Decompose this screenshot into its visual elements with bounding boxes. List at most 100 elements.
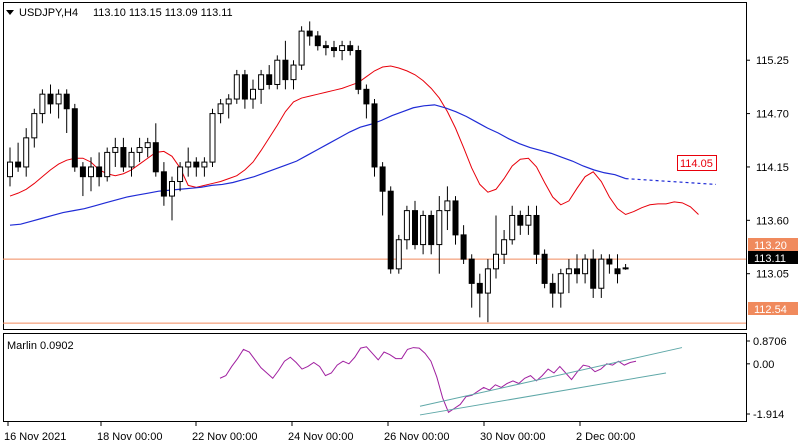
candle-body (501, 239, 508, 255)
candle-body (395, 239, 402, 270)
dropdown-triangle-icon[interactable] (6, 10, 14, 15)
candle-body (574, 268, 580, 275)
candle-body (274, 59, 281, 85)
lower-level-tag: 112.54 (754, 304, 787, 316)
candle-body (233, 74, 240, 100)
candle (541, 249, 548, 289)
candle (241, 69, 248, 109)
candle (468, 254, 475, 308)
candle-body (557, 273, 564, 294)
candle-body (177, 166, 184, 183)
candle (452, 196, 459, 245)
candle (387, 186, 394, 274)
candle-body (444, 200, 451, 212)
candle (63, 89, 70, 133)
candle (501, 230, 508, 264)
candle (549, 273, 556, 308)
candle (136, 137, 143, 163)
oscillator-tick-label: 0.8706 (753, 336, 787, 348)
candle-body (128, 151, 135, 168)
candle-body (120, 147, 127, 168)
candle (355, 45, 362, 95)
candle (120, 137, 127, 172)
oscillator-tick-label: -1.914 (753, 409, 784, 421)
candle (314, 31, 321, 51)
candle-body (582, 258, 589, 275)
candle (460, 225, 467, 264)
candle (55, 89, 62, 119)
candle-body (355, 50, 362, 90)
candle-body (614, 268, 621, 275)
candle-body (185, 161, 192, 168)
candle (104, 147, 111, 182)
upper-level-tag-bg (748, 238, 798, 251)
candle-body (15, 161, 22, 168)
candle-body (266, 74, 273, 85)
candle-body (533, 214, 540, 255)
red-ma-line (9, 65, 699, 216)
candle (7, 147, 13, 187)
candle-body (598, 258, 605, 289)
candle (96, 152, 103, 187)
candle-body (104, 151, 111, 178)
candle (39, 89, 46, 124)
candle (428, 210, 435, 255)
price-tick-label: 114.15 (756, 162, 789, 174)
candle-body (549, 282, 556, 294)
candle (225, 94, 232, 119)
candle-body (290, 64, 297, 81)
candle-body (476, 282, 483, 294)
candle-body (225, 98, 232, 105)
candle (201, 157, 208, 177)
candle-body (331, 47, 337, 52)
candle (379, 162, 386, 216)
candle (112, 137, 119, 167)
candle (282, 40, 289, 90)
candle-body (144, 142, 151, 149)
candle-body (412, 210, 418, 246)
candle (217, 99, 224, 124)
candle-body (468, 258, 475, 284)
candle-body (71, 108, 78, 168)
candle-body (306, 30, 313, 37)
candle (557, 268, 564, 308)
levels-layer (3, 258, 746, 324)
candle-body (7, 161, 13, 178)
candle (144, 137, 151, 158)
price-tick-label: 114.70 (756, 109, 789, 121)
time-tick-label: 30 Nov 00:00 (480, 431, 545, 443)
candle-body (363, 88, 370, 105)
candle-body (298, 30, 305, 66)
candle (31, 108, 38, 148)
symbol-label: USDJPY,H4 (19, 7, 78, 19)
candle (306, 21, 313, 46)
candle-body (509, 214, 516, 241)
candle-body (403, 210, 410, 241)
candle-body (322, 45, 329, 49)
candle (565, 259, 572, 294)
candle (169, 176, 175, 221)
candle (574, 254, 580, 284)
candle (290, 60, 297, 90)
time-tick-label: 26 Nov 00:00 (384, 431, 449, 443)
candle (395, 234, 402, 274)
candle-body (55, 93, 62, 105)
candle-body (258, 74, 265, 90)
candle (15, 142, 22, 172)
candle-body (201, 161, 208, 168)
candle (258, 69, 265, 104)
candle (152, 123, 159, 177)
candle (331, 40, 337, 58)
candle-body (436, 210, 443, 246)
blue-ma-line (9, 104, 626, 226)
price-axis: 115.25 114.70 114.15 113.60 113.05 (746, 55, 789, 281)
target-box (677, 155, 717, 171)
candle (298, 26, 305, 70)
oscillator-pane[interactable] (3, 333, 747, 422)
candle (493, 215, 499, 279)
candle-body (314, 35, 321, 47)
candle-body (88, 166, 94, 178)
candle (347, 40, 354, 56)
candle (403, 205, 410, 250)
